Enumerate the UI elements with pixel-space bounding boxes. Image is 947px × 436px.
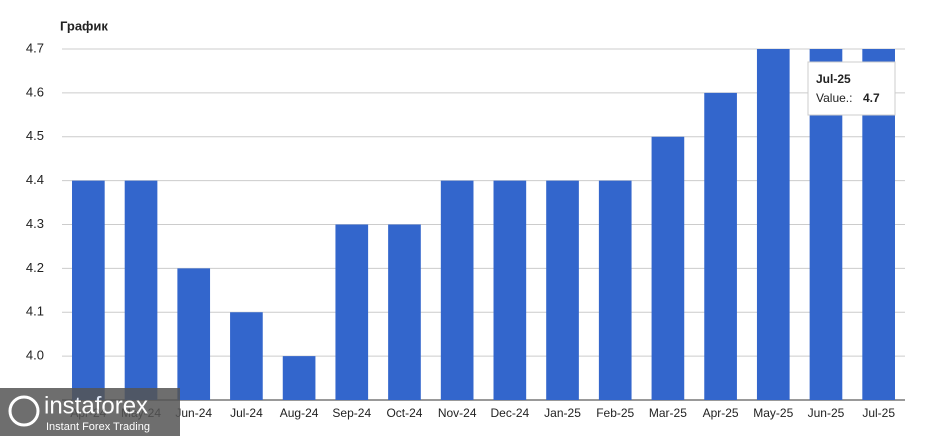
bar xyxy=(177,268,211,400)
y-tick-label: 4.5 xyxy=(26,128,44,143)
watermark: instaforex Instant Forex Trading xyxy=(0,388,180,436)
logo-icon xyxy=(8,395,40,427)
tooltip-category: Jul-25 xyxy=(816,72,851,86)
tooltip-value: 4.7 xyxy=(863,91,880,105)
plot: 4.04.14.24.34.44.54.64.7Apr-24May-24Jun-… xyxy=(26,40,905,420)
chart-title: График xyxy=(60,18,108,33)
x-tick-label: Jan-25 xyxy=(544,406,581,420)
bar xyxy=(388,224,421,400)
y-tick-label: 4.0 xyxy=(26,348,44,363)
x-tick-label: Nov-24 xyxy=(438,406,477,420)
x-tick-label: Jun-24 xyxy=(175,406,212,420)
y-tick-label: 4.3 xyxy=(26,216,44,231)
bar xyxy=(124,180,158,400)
x-tick-label: Apr-25 xyxy=(703,406,739,420)
x-tick-label: Sep-24 xyxy=(332,406,371,420)
bar xyxy=(756,49,790,400)
tooltip-box xyxy=(807,61,896,116)
bar xyxy=(546,180,579,400)
x-tick-label: Dec-24 xyxy=(491,406,530,420)
y-tick-label: 4.2 xyxy=(26,260,44,275)
y-tick-label: 4.7 xyxy=(26,40,44,55)
bar xyxy=(493,180,527,400)
bar xyxy=(704,92,737,400)
brand: instaforex xyxy=(44,392,148,419)
bar xyxy=(651,136,685,400)
x-tick-label: Oct-24 xyxy=(386,406,422,420)
bar xyxy=(282,356,316,400)
watermark-bg xyxy=(0,388,180,436)
y-tick-label: 4.6 xyxy=(26,84,44,99)
tooltip-label: Value.: xyxy=(816,91,852,105)
x-tick-label: Mar-25 xyxy=(649,406,687,420)
x-tick-label: Jun-25 xyxy=(808,406,845,420)
x-tick-label: Feb-25 xyxy=(596,406,634,420)
bar xyxy=(598,180,632,400)
bar xyxy=(335,224,369,400)
bar xyxy=(440,180,474,400)
x-tick-label: May-25 xyxy=(753,406,793,420)
bar xyxy=(72,180,105,400)
x-tick-label: Jul-24 xyxy=(230,406,263,420)
tagline: Instant Forex Trading xyxy=(46,421,150,433)
x-tick-label: Aug-24 xyxy=(280,406,319,420)
tooltip: Jul-25 Value.: 4.7 xyxy=(807,61,896,116)
x-tick-label: Jul-25 xyxy=(862,406,895,420)
bar xyxy=(230,312,263,400)
y-tick-label: 4.1 xyxy=(26,304,44,319)
y-tick-label: 4.4 xyxy=(26,172,44,187)
